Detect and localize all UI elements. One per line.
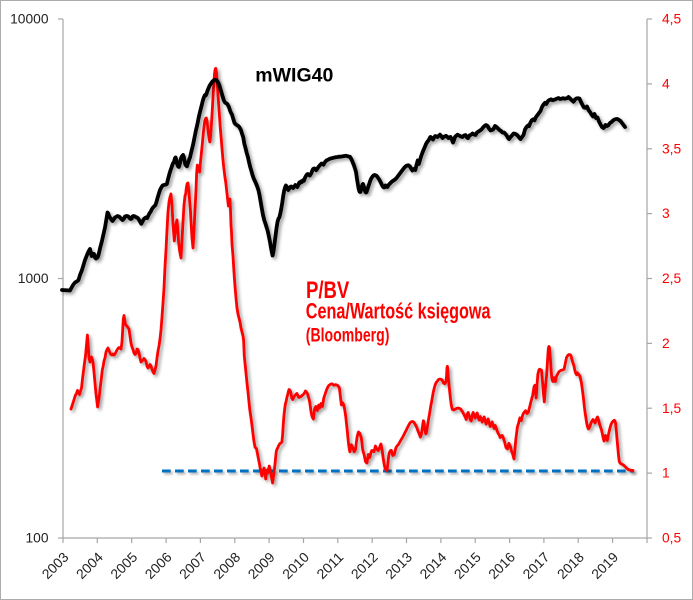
- svg-text:0,5: 0,5: [662, 531, 682, 546]
- svg-text:1: 1: [662, 466, 670, 481]
- svg-text:mWIG40: mWIG40: [255, 65, 333, 87]
- svg-text:P/BV: P/BV: [306, 277, 350, 304]
- svg-text:100: 100: [25, 531, 48, 546]
- svg-text:(Bloomberg): (Bloomberg): [306, 323, 390, 346]
- svg-text:3,5: 3,5: [662, 141, 682, 156]
- svg-text:10000: 10000: [10, 12, 49, 27]
- svg-text:3: 3: [662, 206, 670, 221]
- svg-text:Cena/Wartość księgowa: Cena/Wartość księgowa: [306, 300, 491, 324]
- svg-text:4,5: 4,5: [662, 12, 682, 27]
- svg-text:1,5: 1,5: [662, 401, 682, 416]
- svg-text:1000: 1000: [18, 271, 49, 286]
- svg-text:4: 4: [662, 77, 670, 92]
- svg-text:2,5: 2,5: [662, 271, 682, 286]
- svg-text:2: 2: [662, 336, 670, 351]
